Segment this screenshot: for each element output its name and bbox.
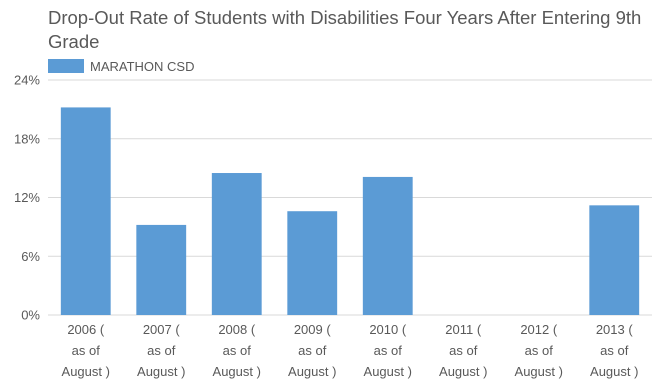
x-tick-label-line: August )	[515, 364, 563, 379]
x-tick-label-line: 2010 (	[369, 322, 407, 337]
bar	[589, 205, 640, 315]
x-tick-label: 2006 ( as of August )	[62, 322, 110, 379]
y-tick-label: 24%	[14, 73, 40, 88]
x-tick-label-line: August )	[439, 364, 487, 379]
x-tick-label-line: 2012 (	[520, 322, 558, 337]
x-tick-label-line: 2008 (	[218, 322, 256, 337]
bar	[136, 224, 187, 315]
x-tick-label-line: as of	[525, 343, 554, 358]
y-tick-label: 18%	[14, 131, 40, 146]
x-tick-label-line: 2006 (	[67, 322, 105, 337]
x-tick-label: 2008 ( as of August )	[213, 322, 261, 379]
x-tick-label-line: as of	[147, 343, 176, 358]
x-tick-label-line: August )	[364, 364, 412, 379]
x-tick-label: 2010 ( as of August )	[364, 322, 412, 379]
x-tick-label: 2013 ( as of August )	[590, 322, 638, 379]
legend: MARATHON CSD	[48, 58, 194, 74]
x-tick-label-line: August )	[62, 364, 110, 379]
x-tick-label-line: as of	[600, 343, 629, 358]
bar	[211, 173, 262, 315]
x-tick-label-line: as of	[449, 343, 478, 358]
x-tick-label-line: as of	[223, 343, 252, 358]
x-tick-label: 2009 ( as of August )	[288, 322, 336, 379]
chart-title: Drop-Out Rate of Students with Disabilit…	[48, 7, 642, 52]
legend-label: MARATHON CSD	[90, 58, 195, 74]
x-tick-label-line: August )	[288, 364, 336, 379]
bar	[287, 211, 338, 315]
bar	[362, 176, 413, 315]
x-tick-label-line: 2011 (	[445, 322, 482, 337]
x-tick-label-line: 2009 (	[294, 322, 332, 337]
x-tick-label-line: as of	[72, 343, 101, 358]
legend-swatch	[48, 59, 84, 73]
x-tick-label-line: August )	[137, 364, 185, 379]
y-tick-label: 0%	[21, 308, 40, 323]
y-tick-label: 12%	[14, 190, 40, 205]
x-tick-label-line: as of	[298, 343, 327, 358]
x-tick-label-line: 2013 (	[596, 322, 634, 337]
x-tick-label-line: as of	[374, 343, 403, 358]
x-tick-label: 2011 ( as of August )	[439, 322, 487, 379]
bar	[60, 107, 111, 316]
y-tick-label: 6%	[21, 249, 40, 264]
x-tick-label-line: August )	[590, 364, 638, 379]
x-tick-label: 2007 ( as of August )	[137, 322, 185, 379]
x-tick-label-line: August )	[213, 364, 261, 379]
x-tick-label: 2012 ( as of August )	[515, 322, 563, 379]
x-tick-label-line: 2007 (	[143, 322, 181, 337]
